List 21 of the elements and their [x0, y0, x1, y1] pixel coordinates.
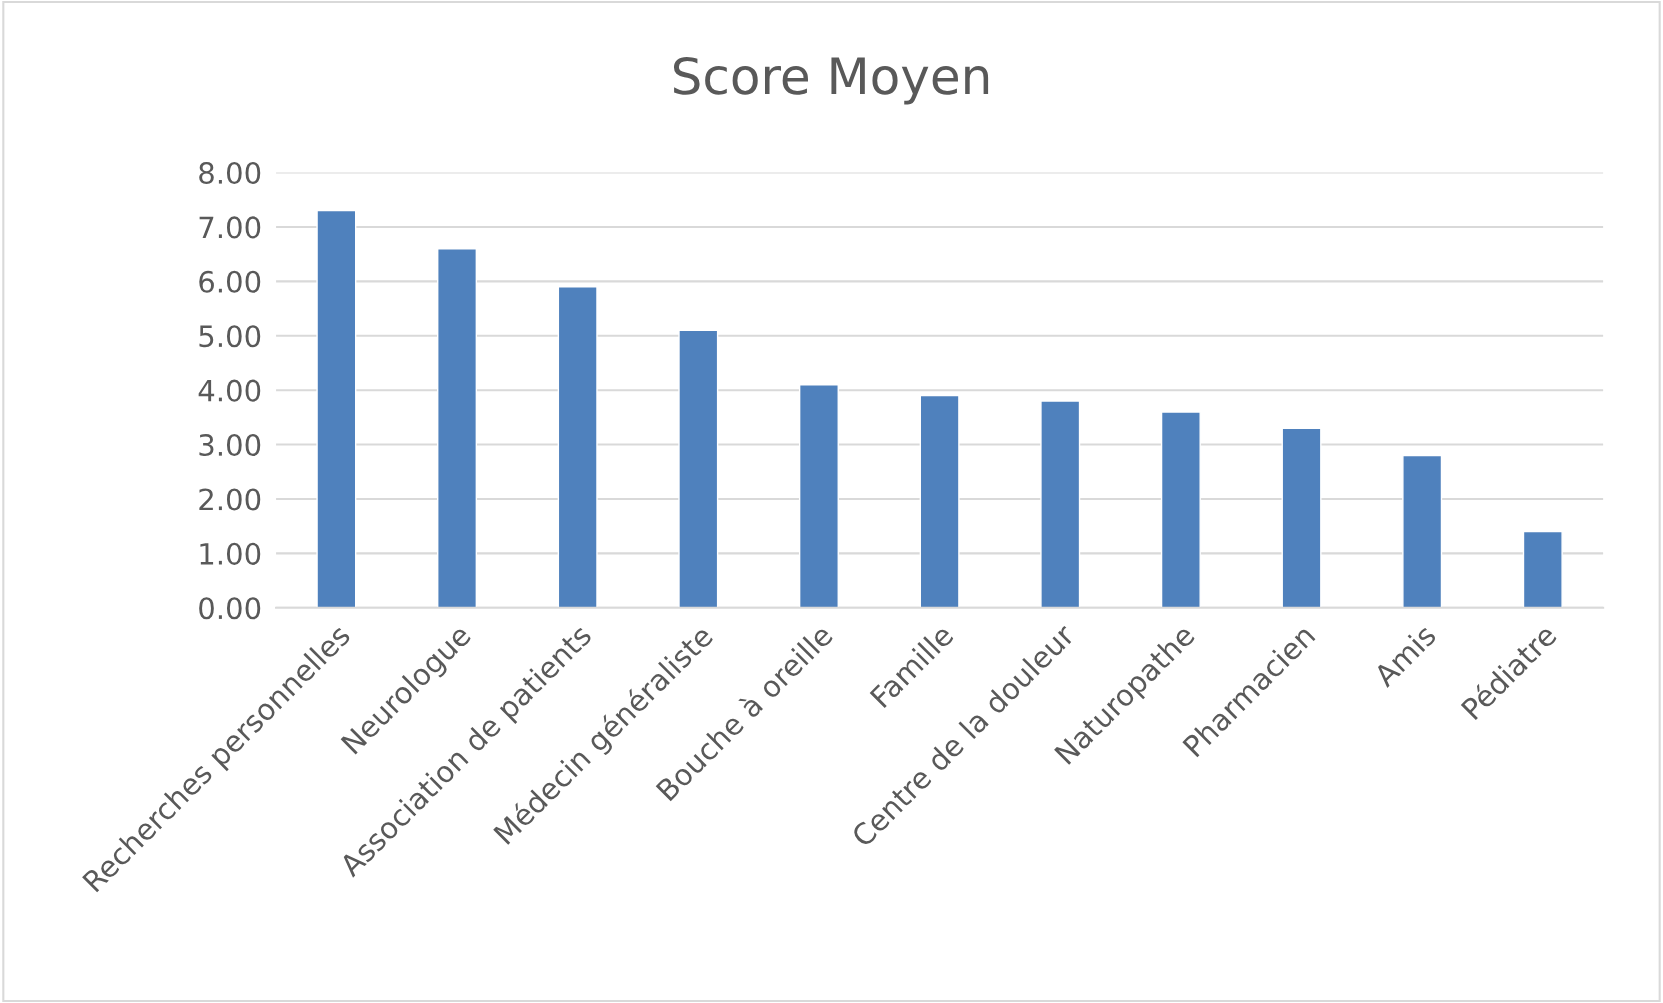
bar [1281, 427, 1322, 608]
y-tick-label: 3.00 [199, 434, 261, 457]
bar [437, 247, 478, 608]
bar [1522, 530, 1563, 608]
y-tick-label: 8.00 [199, 161, 261, 185]
y-tick-label: 6.00 [199, 270, 261, 293]
chart-title: Score Moyen [673, 56, 989, 105]
bar [678, 329, 719, 608]
bar [1040, 400, 1081, 608]
bar [1402, 454, 1443, 608]
bar [798, 384, 839, 608]
y-tick-label: 0.00 [199, 597, 261, 620]
y-tick-label: 5.00 [199, 325, 261, 348]
y-tick-label: 1.00 [200, 542, 261, 565]
bar [919, 394, 960, 608]
y-tick-label: 4.00 [198, 379, 261, 402]
bar [316, 209, 357, 608]
y-tick-label: 2.00 [199, 488, 261, 511]
y-tick-label: 7.00 [199, 216, 261, 239]
bar [1160, 411, 1201, 608]
bar [557, 286, 598, 608]
